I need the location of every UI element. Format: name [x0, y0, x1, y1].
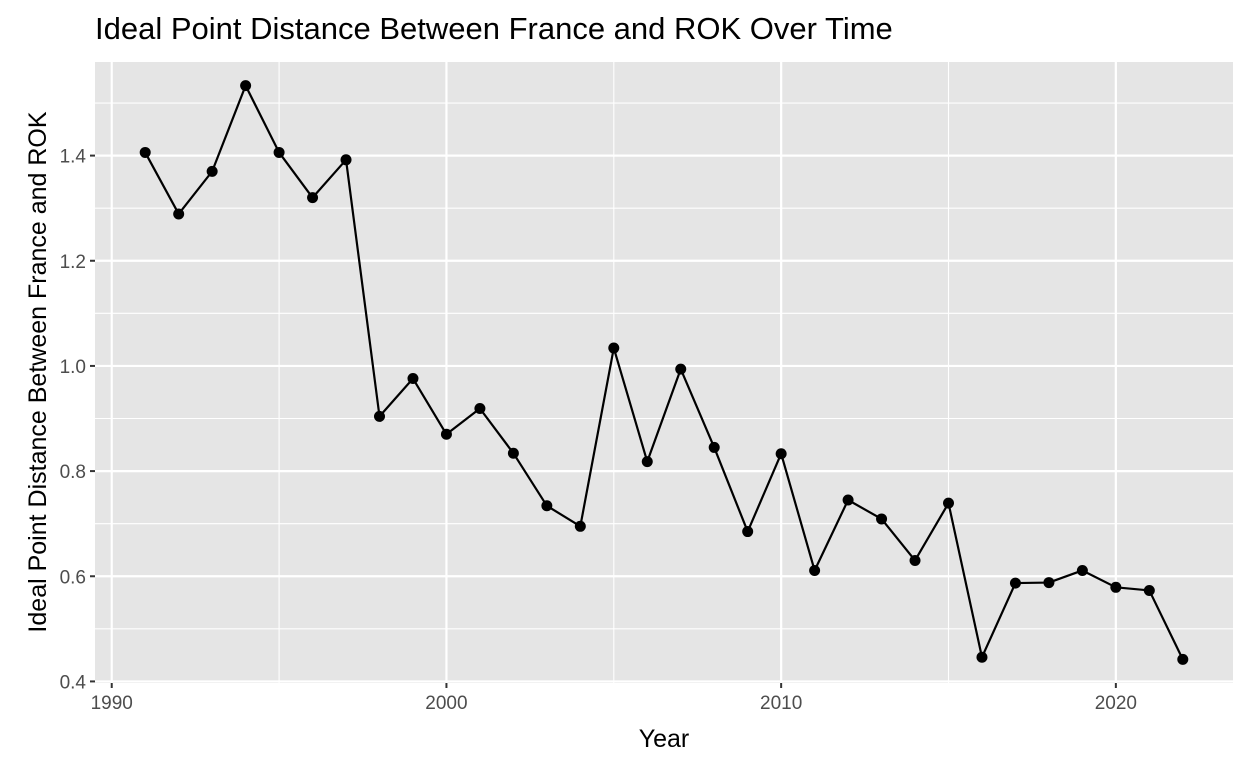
y-tick-label: 0.8 [60, 462, 86, 483]
y-tick-label: 1.4 [60, 147, 87, 168]
major-gridlines [95, 62, 1233, 683]
data-point [1143, 584, 1155, 596]
x-tick-label: 2000 [425, 693, 467, 714]
data-point [173, 208, 185, 220]
data-point [1009, 577, 1021, 589]
data-point [708, 441, 720, 453]
data-point [1110, 581, 1122, 593]
data-point [541, 500, 553, 512]
data-point [206, 165, 218, 177]
data-point [809, 564, 821, 576]
data-point [407, 373, 419, 385]
data-point [1043, 577, 1055, 589]
data-point [507, 447, 519, 459]
data-point [842, 494, 854, 506]
data-point [976, 651, 988, 663]
y-axis-title: Ideal Point Distance Between France and … [24, 111, 52, 632]
data-point [742, 526, 754, 538]
data-point [1177, 653, 1189, 665]
y-axis: 0.4 0.6 0.8 1.0 1.2 1.4 [60, 147, 95, 693]
data-point [240, 80, 252, 92]
data-point [943, 497, 954, 509]
data-point [775, 448, 787, 460]
data-point [876, 513, 888, 525]
y-tick-label: 0.4 [60, 672, 87, 693]
y-tick-label: 1.2 [60, 252, 86, 273]
x-axis-title: Year [639, 725, 690, 753]
x-axis: 1990 2000 2010 2020 [91, 683, 1137, 714]
plot-panel [95, 62, 1233, 683]
data-point [909, 554, 921, 566]
data-point [1076, 564, 1088, 576]
y-tick-label: 0.6 [60, 567, 86, 588]
data-point [307, 192, 319, 204]
chart-title: Ideal Point Distance Between France and … [95, 11, 893, 46]
data-point [273, 146, 285, 158]
series-line [144, 84, 1184, 660]
y-tick-label: 1.0 [60, 357, 86, 378]
data-point [608, 342, 620, 354]
series-points [139, 80, 1189, 665]
data-point [675, 363, 687, 375]
series-line-group [144, 84, 1184, 660]
data-point [340, 154, 352, 166]
data-point [574, 520, 586, 532]
data-point [440, 428, 452, 440]
x-tick-label: 2010 [760, 693, 802, 714]
x-tick-label: 2020 [1095, 693, 1137, 714]
x-tick-label: 1990 [91, 693, 133, 714]
data-point [474, 403, 486, 415]
data-point [374, 410, 385, 422]
data-point [139, 146, 151, 158]
data-point [641, 456, 653, 468]
